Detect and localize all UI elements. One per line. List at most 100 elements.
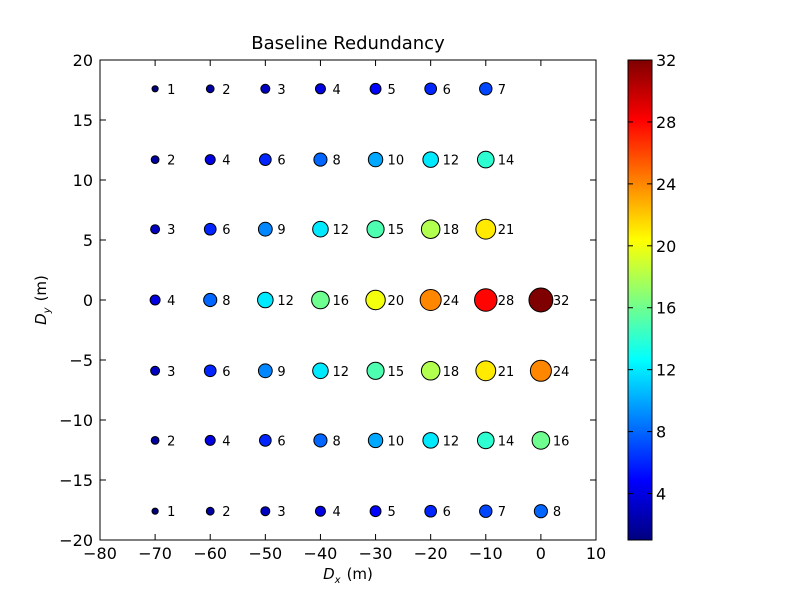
data-point-label: 1	[167, 83, 175, 98]
data-point	[424, 504, 438, 518]
data-point-label: 20	[388, 294, 405, 309]
data-point	[150, 224, 161, 235]
data-point-label: 24	[443, 294, 460, 309]
data-point-label: 4	[222, 434, 230, 449]
y-tick-label: 0	[83, 291, 93, 310]
data-point	[528, 287, 554, 313]
data-point	[312, 220, 329, 238]
data-point-label: 2	[167, 434, 175, 449]
data-point	[369, 82, 382, 95]
data-point	[151, 85, 159, 93]
data-point-label: 16	[553, 434, 570, 449]
y-tick-label: −20	[59, 531, 93, 550]
data-point	[257, 221, 273, 237]
data-point-label: 10	[388, 434, 405, 449]
data-point	[258, 434, 272, 447]
data-point	[257, 363, 273, 379]
y-tick-label: 10	[73, 171, 93, 190]
data-point	[150, 155, 160, 164]
plot-area	[100, 60, 596, 540]
data-point-label: 10	[388, 154, 405, 169]
data-point-label: 6	[222, 365, 230, 380]
data-point-label: 3	[277, 83, 285, 98]
data-point	[205, 84, 215, 94]
x-tick-label: −70	[138, 544, 172, 563]
data-point	[313, 152, 328, 167]
y-tick-label: −15	[59, 471, 93, 490]
data-point	[149, 294, 161, 306]
data-point-label: 14	[498, 154, 515, 169]
y-tick-label: −10	[59, 411, 93, 430]
data-point	[260, 83, 271, 94]
data-point	[365, 289, 386, 311]
data-point-label: 15	[388, 365, 405, 380]
data-point	[258, 153, 272, 166]
data-point-label: 5	[388, 83, 396, 98]
data-point-label: 9	[277, 223, 285, 238]
data-point-label: 6	[443, 505, 451, 520]
colorbar-gradient	[627, 59, 653, 541]
data-point	[151, 507, 159, 515]
data-point	[312, 362, 329, 380]
colorbar-tick-label: 32	[656, 51, 676, 70]
data-point	[369, 505, 382, 518]
data-point-label: 12	[443, 154, 460, 169]
data-point-label: 6	[277, 154, 285, 169]
chart-title: Baseline Redundancy	[251, 33, 445, 54]
points-layer: 1 2 3 4 5 6 72 4 6 8 10 12 143 6 9 12 15 18 214 8 12 16 20 24 28…	[149, 82, 570, 520]
data-point	[150, 365, 161, 376]
data-point-label: 5	[388, 505, 396, 520]
data-point-label: 2	[167, 154, 175, 169]
x-axis-label-sub: x	[334, 575, 341, 586]
data-point-label: 16	[332, 294, 349, 309]
x-tick-label: −50	[248, 544, 282, 563]
data-point	[479, 504, 493, 518]
data-point	[420, 361, 441, 381]
colorbar-tick-label: 24	[656, 175, 676, 194]
data-point-label: 12	[443, 434, 460, 449]
data-point-label: 21	[498, 223, 515, 238]
data-point-label: 3	[167, 365, 175, 380]
y-tick-label: 15	[73, 111, 93, 130]
data-point-label: 4	[222, 154, 230, 169]
data-point-label: 18	[443, 223, 460, 238]
data-point	[475, 360, 497, 382]
data-point	[311, 290, 330, 310]
colorbar-tick-label: 4	[656, 485, 666, 504]
data-point	[313, 433, 328, 448]
colorbar-tick-label: 28	[656, 113, 676, 132]
data-point	[476, 431, 495, 450]
data-point-label: 28	[498, 294, 515, 309]
data-point-label: 24	[553, 365, 570, 380]
x-tick-label: −40	[304, 544, 338, 563]
data-point	[529, 359, 552, 382]
data-point-label: 3	[277, 505, 285, 520]
data-point-label: 6	[443, 83, 451, 98]
axes-layer: −80 −70 −60 −50 −40 −30 −20 −10 0 10−20−15−10−505…	[59, 51, 606, 563]
data-point	[366, 220, 385, 239]
data-point	[203, 292, 218, 308]
data-point	[204, 434, 216, 446]
data-point-label: 4	[332, 505, 340, 520]
data-point-label: 7	[498, 83, 506, 98]
data-point	[367, 151, 384, 168]
data-point-label: 4	[167, 294, 175, 309]
x-tick-label: −60	[193, 544, 227, 563]
x-tick-label: −20	[414, 544, 448, 563]
data-point-label: 7	[498, 505, 506, 520]
data-point-label: 32	[553, 294, 570, 309]
data-point	[203, 364, 217, 378]
data-point	[205, 506, 215, 516]
data-point-label: 12	[332, 365, 349, 380]
x-axis-label: Dx (m)	[323, 565, 373, 586]
data-point-label: 6	[222, 223, 230, 238]
x-tick-label: 0	[536, 544, 546, 563]
data-point	[203, 222, 217, 236]
data-point-label: 8	[222, 294, 230, 309]
data-point-label: 8	[332, 154, 340, 169]
y-axis-label-var: D	[32, 313, 50, 325]
colorbar-tick-label: 16	[656, 299, 676, 318]
data-point-label: 8	[553, 505, 561, 520]
